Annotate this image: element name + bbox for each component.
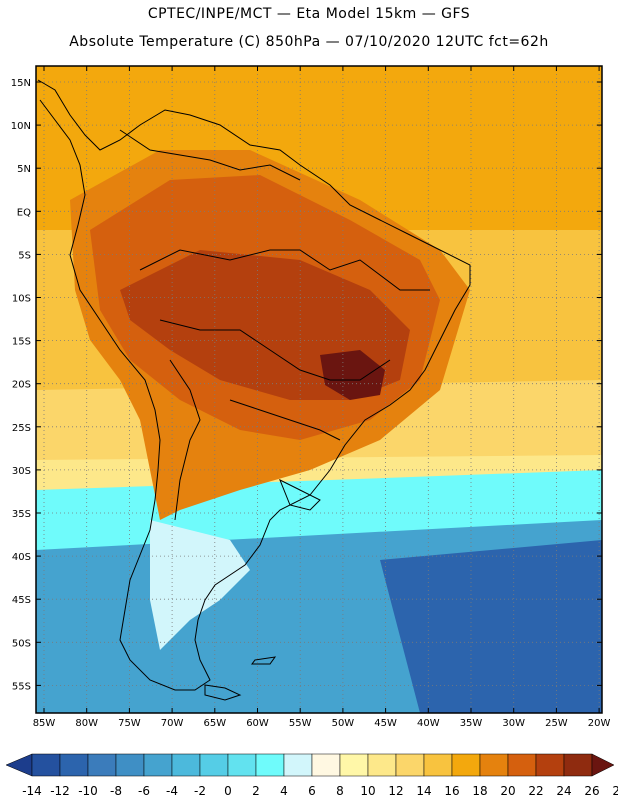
colorbar-arrow-left (5, 753, 33, 777)
latitude-label: 10S (12, 294, 31, 305)
falkland-islands (251, 656, 277, 665)
colorbar-label: 8 (336, 784, 344, 798)
latitude-label: 20S (12, 380, 31, 391)
colorbar-swatch (423, 753, 453, 777)
latitude-label: 5S (18, 250, 31, 261)
longitude-label: 50W (332, 718, 355, 729)
latitude-labels: 15N 10N 5N EQ 5S 10S 15S 20S 25S 30S 35S 40S 45S 50S 5… (11, 78, 31, 692)
longitude-label: 20W (588, 718, 611, 729)
colorbar-swatch (507, 753, 537, 777)
longitude-label: 35W (460, 718, 483, 729)
temperature-field (36, 66, 602, 713)
longitude-labels: 85W 80W 75W 70W 65W 60W 55W 50W 45W 40W 35W 30W 25W 2… (33, 718, 611, 729)
latitude-label: 15N (11, 78, 31, 89)
colorbar-label: 4 (280, 784, 288, 798)
colorbar-swatch (199, 753, 229, 777)
colorbar-swatch (283, 753, 313, 777)
chart-title: CPTEC/INPE/MCT — Eta Model 15km — GFS (147, 6, 471, 22)
map-frame (35, 65, 603, 714)
latitude-label: 35S (12, 509, 31, 520)
colorbar-label: 20 (500, 784, 515, 798)
colorbar-label: 26 (584, 784, 599, 798)
northern-borders (119, 129, 301, 181)
colorbar-label: -14 (22, 784, 42, 798)
latitude-label: 55S (12, 681, 31, 692)
colorbar-label: -6 (138, 784, 150, 798)
latitude-label: 50S (12, 638, 31, 649)
colorbar-swatch (171, 753, 201, 777)
rio-de-la-plata (279, 478, 321, 511)
colorbar-label: 22 (528, 784, 543, 798)
colorbar-label: 0 (224, 784, 232, 798)
colorbar-swatch (227, 753, 257, 777)
colorbar-swatch (31, 753, 61, 777)
latitude-label: 5N (17, 164, 31, 175)
latitude-label: 30S (12, 466, 31, 477)
region-sea-deep-south (380, 540, 602, 713)
colorbar-label: 16 (444, 784, 459, 798)
longitude-label: 30W (502, 718, 525, 729)
colorbar-swatch (367, 753, 397, 777)
colorbar-label: 18 (472, 784, 487, 798)
colorbar-label: -4 (166, 784, 178, 798)
region-patagonia-cool (150, 520, 250, 650)
latitude-label: 45S (12, 595, 31, 606)
colorbar-label: 24 (556, 784, 571, 798)
south-america-coastline (37, 79, 471, 691)
colorbar-swatch (535, 753, 565, 777)
chart-subtitle: Absolute Temperature (C) 850hPa — 07/10/… (69, 34, 549, 50)
colorbar-swatch (395, 753, 425, 777)
colorbar: -14 -12 -10 -8 -6 -4 -2 0 2 4 6 8 10 12 14 16 18 20 22 24 26… (5, 753, 618, 798)
colorbar-arrow-right (591, 753, 615, 777)
amazon-borders (139, 249, 430, 291)
colorbar-swatch (563, 753, 593, 777)
longitude-label: 25W (545, 718, 568, 729)
longitude-label: 70W (161, 718, 184, 729)
colorbar-label: 28 (612, 784, 618, 798)
longitude-label: 65W (203, 718, 226, 729)
latitude-label: 15S (12, 337, 31, 348)
southern-brazil-border (229, 399, 341, 441)
colorbar-swatch (115, 753, 145, 777)
andes-border (169, 359, 201, 521)
colorbar-swatch (339, 753, 369, 777)
colorbar-label: -8 (110, 784, 122, 798)
central-borders (159, 319, 391, 381)
longitude-label: 40W (417, 718, 440, 729)
colorbar-label: -10 (78, 784, 98, 798)
axis-ticks (36, 66, 602, 713)
latitude-label: 25S (12, 423, 31, 434)
colorbar-swatch (479, 753, 509, 777)
colorbar-label: 10 (360, 784, 375, 798)
colorbar-label: 12 (388, 784, 403, 798)
colorbar-label: 2 (252, 784, 260, 798)
latitude-label: 40S (12, 552, 31, 563)
longitude-label: 80W (75, 718, 98, 729)
colorbar-label: 14 (416, 784, 431, 798)
latitude-label: 10N (11, 121, 31, 132)
colorbar-swatch (87, 753, 117, 777)
longitude-label: 85W (33, 718, 56, 729)
colorbar-swatch (451, 753, 481, 777)
tierra-del-fuego (204, 684, 242, 701)
longitude-label: 60W (246, 718, 269, 729)
colorbar-swatch (143, 753, 173, 777)
colorbar-label: -12 (50, 784, 70, 798)
colorbar-swatch (59, 753, 89, 777)
longitude-label: 55W (289, 718, 312, 729)
colorbar-label: -2 (194, 784, 206, 798)
region-heat-core (320, 350, 385, 400)
colorbar-swatch (255, 753, 285, 777)
latitude-label: EQ (17, 207, 31, 218)
colorbar-label: 6 (308, 784, 316, 798)
longitude-label: 45W (374, 718, 397, 729)
coastlines (37, 79, 471, 701)
longitude-label: 75W (118, 718, 141, 729)
colorbar-swatch (311, 753, 341, 777)
